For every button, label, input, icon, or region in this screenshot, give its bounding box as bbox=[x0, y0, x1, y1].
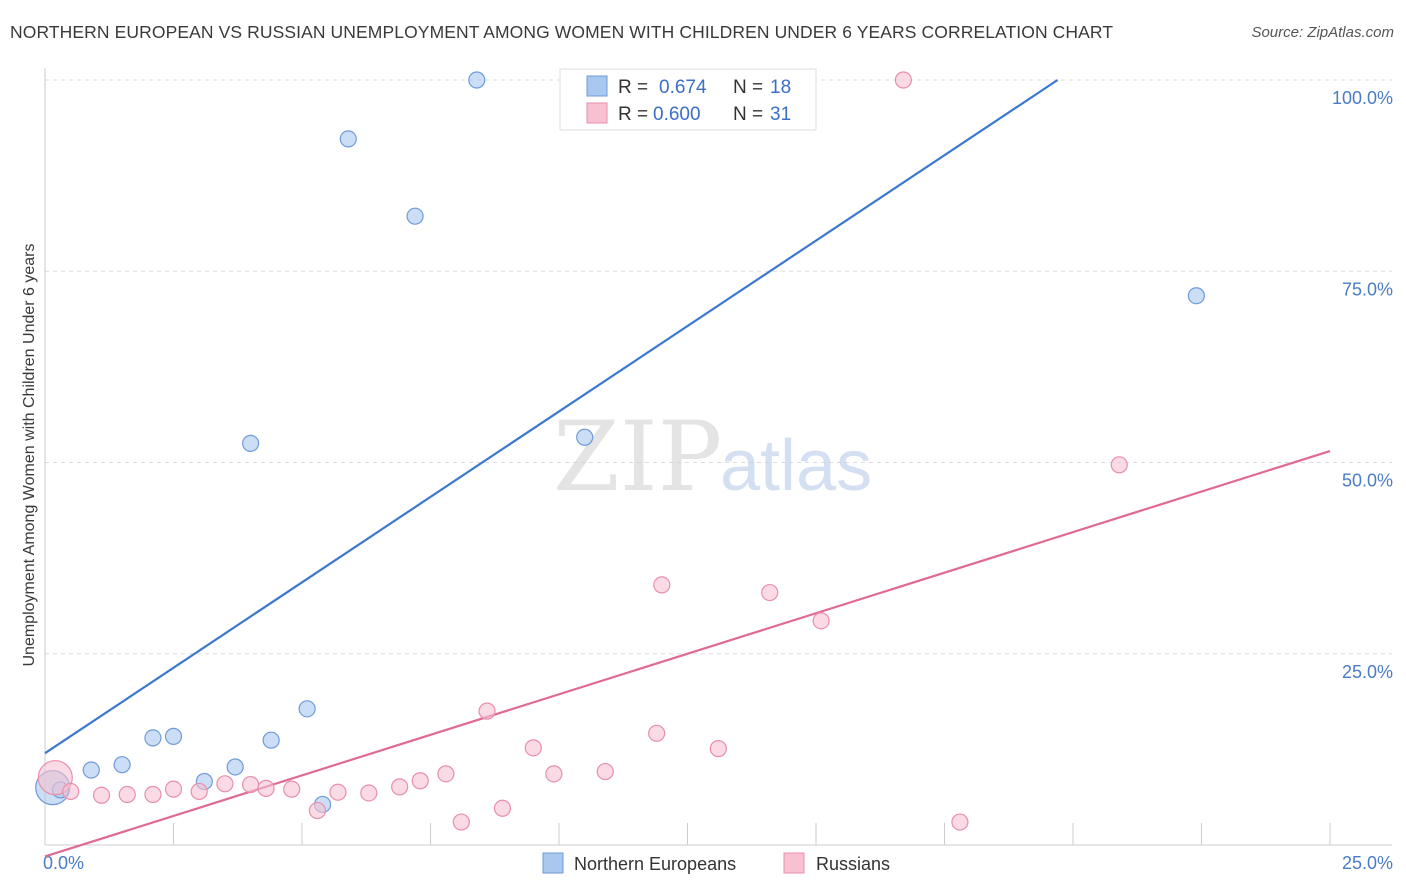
y-tick-labels: 25.0% 50.0% 75.0% 100.0% bbox=[1332, 88, 1393, 682]
data-point bbox=[283, 780, 301, 798]
chart-title: NORTHERN EUROPEAN VS RUSSIAN UNEMPLOYMEN… bbox=[10, 22, 1114, 42]
data-point bbox=[298, 700, 316, 718]
stats-n-label-2: N = bbox=[733, 104, 763, 125]
data-point bbox=[190, 782, 208, 801]
data-point bbox=[144, 729, 162, 747]
data-point bbox=[596, 762, 614, 781]
data-point bbox=[308, 801, 327, 820]
data-point bbox=[468, 71, 486, 89]
stats-r-label-1: R = bbox=[618, 77, 648, 98]
legend-swatch-northern-europeans bbox=[542, 852, 564, 874]
data-point bbox=[257, 779, 275, 797]
data-point bbox=[406, 207, 424, 225]
source-credit: Source: ZipAtlas.com bbox=[1251, 24, 1394, 41]
data-point bbox=[82, 761, 100, 779]
data-point bbox=[37, 760, 73, 796]
data-point bbox=[1110, 456, 1128, 474]
data-point bbox=[1187, 287, 1205, 305]
data-point bbox=[894, 71, 912, 89]
y-axis-label: Unemployment Among Women with Children U… bbox=[21, 243, 38, 666]
legend-label-northern-europeans: Northern Europeans bbox=[574, 854, 736, 874]
data-point bbox=[216, 775, 234, 793]
bottom-legend: Northern Europeans Russians bbox=[542, 852, 890, 874]
x-tick-labels: 0.0% 25.0% bbox=[43, 853, 1393, 873]
watermark-atlas: atlas bbox=[720, 426, 872, 506]
stats-legend-box: R = 0.674 N = 18 R = 0.600 N = 31 bbox=[559, 68, 817, 131]
data-point bbox=[648, 724, 666, 742]
data-point bbox=[493, 799, 512, 817]
y-tick-label: 50.0% bbox=[1342, 471, 1393, 491]
data-point bbox=[437, 765, 455, 783]
data-point bbox=[951, 813, 969, 831]
data-point bbox=[92, 786, 111, 804]
data-point bbox=[242, 775, 260, 794]
data-point bbox=[113, 756, 131, 774]
data-point bbox=[144, 785, 162, 804]
data-point bbox=[262, 731, 280, 749]
legend-label-russians: Russians bbox=[816, 854, 890, 874]
data-point bbox=[360, 784, 378, 802]
data-point bbox=[761, 583, 779, 602]
data-point bbox=[411, 772, 429, 790]
data-point bbox=[62, 782, 80, 801]
data-point bbox=[226, 758, 244, 776]
stats-r-value-2: 0.600 bbox=[653, 104, 701, 125]
stats-n-value-1: 18 bbox=[770, 77, 791, 98]
stats-r-label-2: R = bbox=[618, 104, 648, 125]
y-tick-label: 100.0% bbox=[1332, 88, 1393, 108]
watermark: ZIP atlas bbox=[553, 401, 872, 513]
x-tick-label: 25.0% bbox=[1342, 853, 1393, 873]
data-point bbox=[329, 783, 347, 801]
stats-n-label-1: N = bbox=[733, 77, 763, 98]
stats-swatch-russians bbox=[586, 102, 608, 124]
data-point bbox=[164, 780, 183, 798]
data-point bbox=[118, 785, 136, 804]
stats-n-value-2: 31 bbox=[770, 104, 791, 125]
data-point bbox=[339, 130, 357, 148]
data-point bbox=[812, 612, 830, 630]
data-point bbox=[164, 727, 183, 745]
trend-line-northern-europeans bbox=[44, 79, 1059, 755]
data-point bbox=[391, 778, 409, 796]
gridlines bbox=[45, 79, 1392, 655]
data-point bbox=[653, 576, 671, 594]
y-tick-label: 25.0% bbox=[1342, 662, 1393, 682]
data-point bbox=[545, 765, 563, 783]
stats-r-value-1: 0.674 bbox=[659, 77, 707, 98]
axes bbox=[44, 68, 1392, 846]
data-point bbox=[478, 702, 496, 720]
data-point bbox=[709, 740, 727, 758]
data-point bbox=[524, 739, 542, 757]
series-russians-points bbox=[37, 71, 1128, 831]
y-tick-label: 75.0% bbox=[1342, 279, 1393, 299]
data-point bbox=[242, 434, 260, 452]
data-point bbox=[576, 428, 594, 446]
watermark-zip: ZIP bbox=[553, 401, 722, 513]
data-point bbox=[452, 813, 470, 831]
stats-swatch-northern-europeans bbox=[586, 75, 608, 97]
legend-swatch-russians bbox=[783, 852, 805, 874]
x-tick-label: 0.0% bbox=[43, 853, 84, 873]
